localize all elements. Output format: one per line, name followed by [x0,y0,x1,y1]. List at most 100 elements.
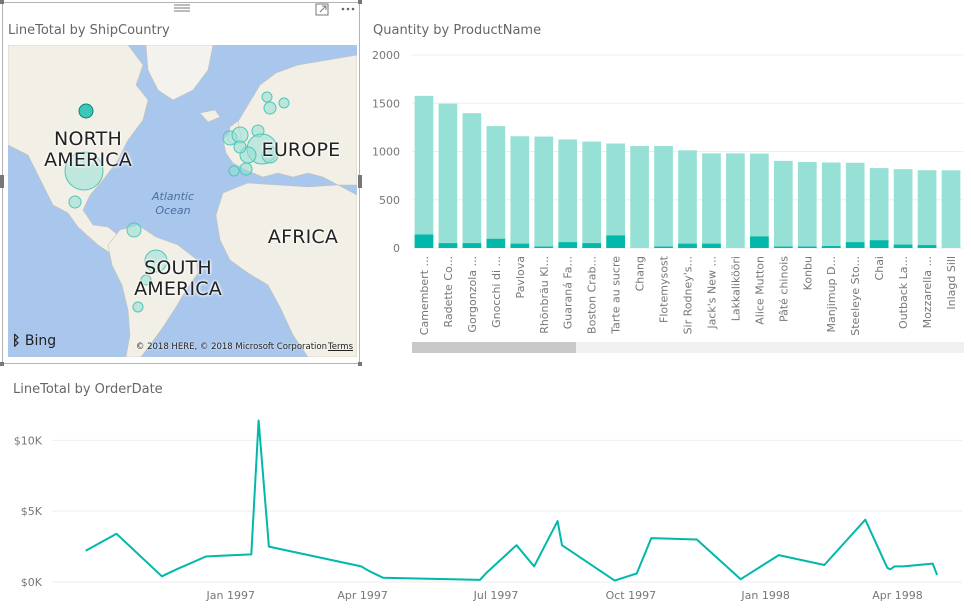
map-terms-link[interactable]: Terms [327,342,353,352]
resize-handle-right[interactable] [358,175,362,188]
bar-highlight[interactable] [606,235,625,248]
focus-mode-icon[interactable] [315,3,329,19]
bar-x-tick-label: Guaraná Fa... [562,256,575,329]
line-x-tick-label: Oct 1997 [606,589,657,602]
bar-y-tick-label: 0 [393,242,400,255]
bar-total[interactable] [750,153,769,248]
resize-handle-top-left[interactable] [0,0,4,4]
bar-highlight[interactable] [893,244,913,248]
bar-highlight[interactable] [534,246,554,248]
bar-total[interactable] [630,145,649,248]
drag-handle-icon[interactable] [174,3,190,16]
bar-x-tick-label: Inlagd Sill [945,256,958,310]
resize-handle-left[interactable] [0,175,4,188]
bar-highlight[interactable] [582,243,602,248]
map-canvas[interactable]: NORTH AMERICA EUROPE Atlantic Ocean AFRI… [8,45,357,357]
line-chart-title: LineTotal by OrderDate [13,382,163,397]
bar-total[interactable] [534,136,554,248]
bar-x-tick-label: Chai [873,256,886,280]
label-africa: AFRICA [267,226,339,248]
map-visual[interactable]: LineTotal by ShipCountry [0,0,362,366]
bar-x-tick-label: Manjimup D... [825,256,838,332]
bar-x-tick-label: Outback La... [897,256,910,329]
label-europe: EUROPE [261,139,341,161]
bar-total[interactable] [510,136,530,248]
line-series[interactable] [85,419,939,582]
line-x-tick-label: Apr 1997 [337,589,388,602]
bar-x-tick-label: Alice Mutton [753,256,766,325]
bar-x-tick-label: Mozzarella ... [921,256,934,328]
bar-chart-scrollbar[interactable] [412,342,964,353]
bar-total[interactable] [893,169,913,248]
bar-x-tick-label: Radette Co... [442,256,455,328]
line-y-tick-label: $0K [21,576,43,589]
line-chart-plot[interactable]: $0K $5K $10K Jan 1997 Apr 1997 Jul 1997 Oct 19… [0,372,971,614]
bar-highlight[interactable] [750,236,769,248]
bing-icon: ᛒ [12,333,21,349]
line-y-tick-label: $10K [14,434,43,447]
bar-highlight[interactable] [510,243,530,248]
bar-total[interactable] [773,160,793,248]
more-options-icon[interactable] [340,2,356,17]
bar-x-tick-label: Sir Rodney's... [682,256,695,334]
bar-total[interactable] [606,143,625,248]
bar-total[interactable] [726,153,745,248]
map-bubbles[interactable] [64,91,290,313]
bar-highlight[interactable] [917,245,937,248]
bar-x-tick-label: Jack's New ... [705,256,718,330]
resize-handle-top-right[interactable] [358,0,362,4]
bar-highlight[interactable] [845,242,865,248]
bar-y-tick-label: 2000 [372,49,400,62]
bar-total[interactable] [654,145,673,248]
bar-highlight[interactable] [702,243,721,248]
bar-highlight[interactable] [821,246,841,248]
bar-total[interactable] [462,113,482,248]
bar-x-tick-label: Boston Crab... [586,256,599,334]
label-south-america: SOUTH AMERICA [134,257,222,300]
bar-total[interactable] [869,168,889,248]
bar-total[interactable] [558,139,578,248]
bar-y-tick-label: 500 [379,194,400,207]
bar-highlight[interactable] [797,246,817,248]
bar-x-tick-label: Chang [634,256,647,291]
bar-chart-visual[interactable]: Quantity by ProductName 0 500 1000 1500 2000… [366,0,971,366]
map-basemap [8,45,357,357]
bar-highlight[interactable] [869,240,889,248]
bar-x-tick-label: Flotemysost [658,255,671,323]
line-chart-visual[interactable]: LineTotal by OrderDate $0K $5K $10K Jan 199… [0,372,971,614]
bar-total[interactable] [414,95,434,248]
resize-handle-bottom-left[interactable] [0,362,4,366]
bar-x-tick-label: Lakkalikööri [729,256,742,321]
bar-highlight[interactable] [654,246,673,248]
bar-chart-scroll-thumb[interactable] [412,342,576,353]
bar-chart-plot[interactable]: 0 500 1000 1500 2000 Camembert ... Radette Co.… [366,0,971,342]
bar-total[interactable] [438,103,458,248]
bar-highlight[interactable] [678,243,697,248]
bar-total[interactable] [797,162,817,248]
bar-total[interactable] [845,162,865,248]
bing-label: Bing [24,333,57,349]
bar-total[interactable] [821,162,841,248]
resize-handle-bottom-right[interactable] [358,362,362,366]
bar-highlight[interactable] [414,234,434,248]
bar-total[interactable] [702,153,721,248]
label-north-america: NORTH AMERICA [44,128,132,171]
bar-total[interactable] [941,170,961,248]
bar-x-tick-label: Rhönbräu Kl... [538,256,551,334]
bar-x-tick-label: Pavlova [514,256,527,298]
bar-x-tick-label: Konbu [801,256,814,290]
bar-total[interactable] [486,126,506,248]
bar-highlight[interactable] [558,242,578,248]
bar-highlight[interactable] [773,246,793,248]
bar-highlight[interactable] [486,238,506,248]
line-x-tick-label: Jan 1998 [740,589,789,602]
bar-highlight[interactable] [438,243,458,248]
bar-total[interactable] [678,150,697,248]
bar-x-tick-label: Steeleye Sto... [849,256,862,336]
bar-total[interactable] [917,170,937,248]
bar-total[interactable] [582,141,602,248]
bing-logo: ᛒ Bing [12,333,56,349]
bar-x-tick-label: Gorgonzola ... [466,256,479,333]
bar-highlight[interactable] [462,243,482,248]
bar-y-tick-label: 1500 [372,97,400,110]
